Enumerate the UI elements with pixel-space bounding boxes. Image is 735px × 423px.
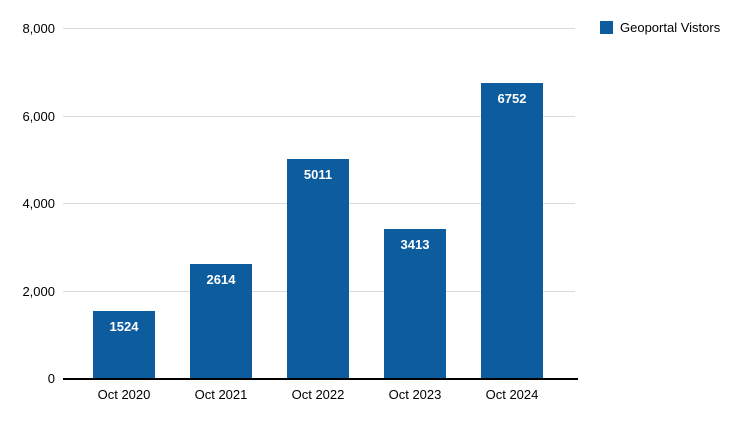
y-axis-tick-label: 8,000: [22, 21, 55, 36]
x-axis-category-label: Oct 2021: [194, 387, 248, 402]
legend-label: Geoportal Vistors: [620, 20, 721, 35]
legend-swatch-icon: [600, 21, 613, 34]
x-axis-line: [63, 378, 578, 380]
y-axis-tick-label: 2,000: [22, 284, 55, 299]
legend-item[interactable]: Geoportal Vistors: [600, 20, 720, 35]
gridline: [63, 116, 575, 117]
y-axis-tick-label: 0: [47, 371, 55, 386]
x-axis-category-label: Oct 2023: [388, 387, 442, 402]
x-axis-category-label: Oct 2020: [97, 387, 151, 402]
bar-value-label: 5011: [303, 167, 333, 182]
x-axis-category-label: Oct 2024: [485, 387, 539, 402]
bar-value-label: 2614: [206, 272, 236, 287]
bar-oct-2020[interactable]: 1524: [93, 311, 155, 378]
bar-value-label: 3413: [400, 237, 430, 252]
bar-oct-2022[interactable]: 5011: [287, 159, 349, 378]
bar-oct-2021[interactable]: 2614: [190, 264, 252, 378]
bar-value-label: 6752: [497, 91, 527, 106]
bar-oct-2023[interactable]: 3413: [384, 229, 446, 378]
y-axis-tick-label: 6,000: [22, 109, 55, 124]
bar-oct-2024[interactable]: 6752: [481, 83, 543, 378]
gridline: [63, 28, 575, 29]
bar-value-label: 1524: [109, 319, 139, 334]
x-axis-category-label: Oct 2022: [291, 387, 345, 402]
y-axis-tick-label: 4,000: [22, 196, 55, 211]
